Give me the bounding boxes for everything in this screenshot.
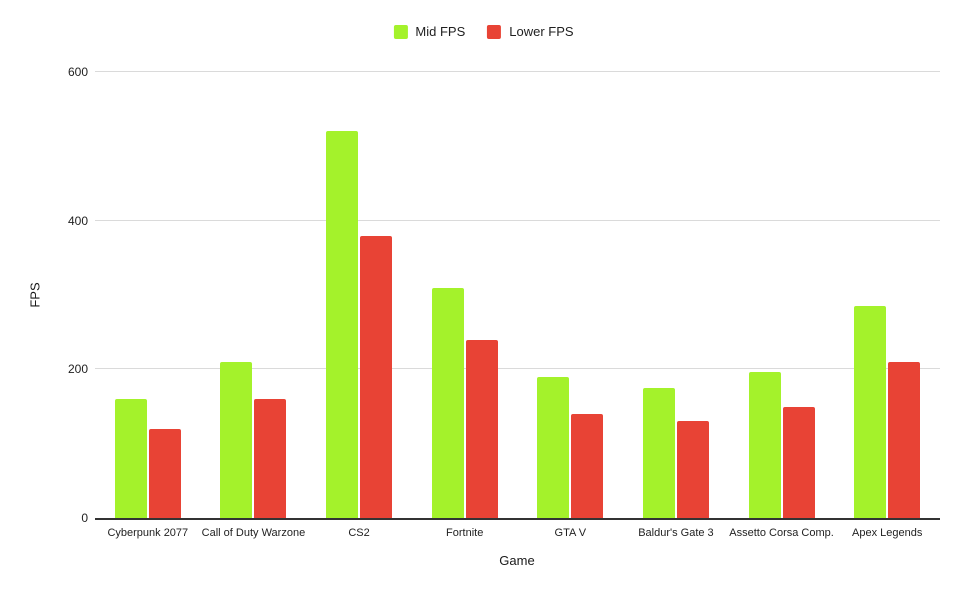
gridline [95, 71, 940, 72]
legend-swatch-icon [393, 24, 408, 39]
bar-mid-fps [642, 387, 675, 518]
x-tick-label: Fortnite [446, 527, 484, 539]
bar-lower-fps [465, 339, 498, 518]
bar-group [95, 72, 201, 518]
bar-group [201, 72, 307, 518]
bar-lower-fps [676, 421, 709, 518]
bar-group [412, 72, 518, 518]
y-axis-title: FPS [27, 282, 43, 308]
x-tick-label: CS2 [348, 527, 370, 539]
bar-mid-fps [748, 371, 781, 518]
legend-item: Lower FPS [487, 24, 574, 39]
x-tick-label: Call of Duty Warzone [201, 527, 306, 539]
bar-mid-fps [431, 287, 464, 518]
bar-lower-fps [782, 406, 815, 518]
legend-label: Lower FPS [509, 24, 574, 39]
legend: Mid FPS Lower FPS [393, 24, 574, 39]
y-tick-label: 600 [67, 65, 88, 79]
plot-area [95, 71, 940, 520]
gridline [95, 219, 940, 221]
bar-lower-fps [148, 428, 181, 518]
bar-lower-fps [571, 413, 604, 518]
y-tick-label: 400 [67, 213, 88, 228]
bar-group [729, 72, 835, 518]
bar-mid-fps [220, 361, 253, 518]
x-tick-label: Apex Legends [852, 527, 923, 539]
bar-mid-fps [854, 306, 887, 518]
y-tick-label: 0 [81, 511, 88, 525]
bar-mid-fps [326, 131, 359, 518]
bar-lower-fps [254, 399, 287, 518]
legend-label: Mid FPS [415, 24, 466, 39]
x-tick-label: Assetto Corsa Comp. [729, 527, 834, 539]
x-tick-label: Cyberpunk 2077 [107, 527, 189, 539]
gridline [95, 368, 940, 370]
x-tick-label: GTA V [554, 527, 587, 539]
bar-lower-fps [360, 235, 393, 518]
bar-mid-fps [114, 399, 147, 518]
legend-swatch-icon [487, 24, 502, 39]
bar-mid-fps [537, 376, 570, 518]
y-tick-label: 200 [67, 362, 88, 377]
x-axis-title: Game [499, 553, 535, 568]
bar-group [623, 72, 729, 518]
bar-group [306, 72, 412, 518]
bar-group [518, 72, 624, 518]
bar-group [834, 72, 940, 518]
bar-lower-fps [888, 361, 921, 518]
x-tick-label: Baldur's Gate 3 [638, 527, 714, 539]
legend-item: Mid FPS [393, 24, 465, 39]
